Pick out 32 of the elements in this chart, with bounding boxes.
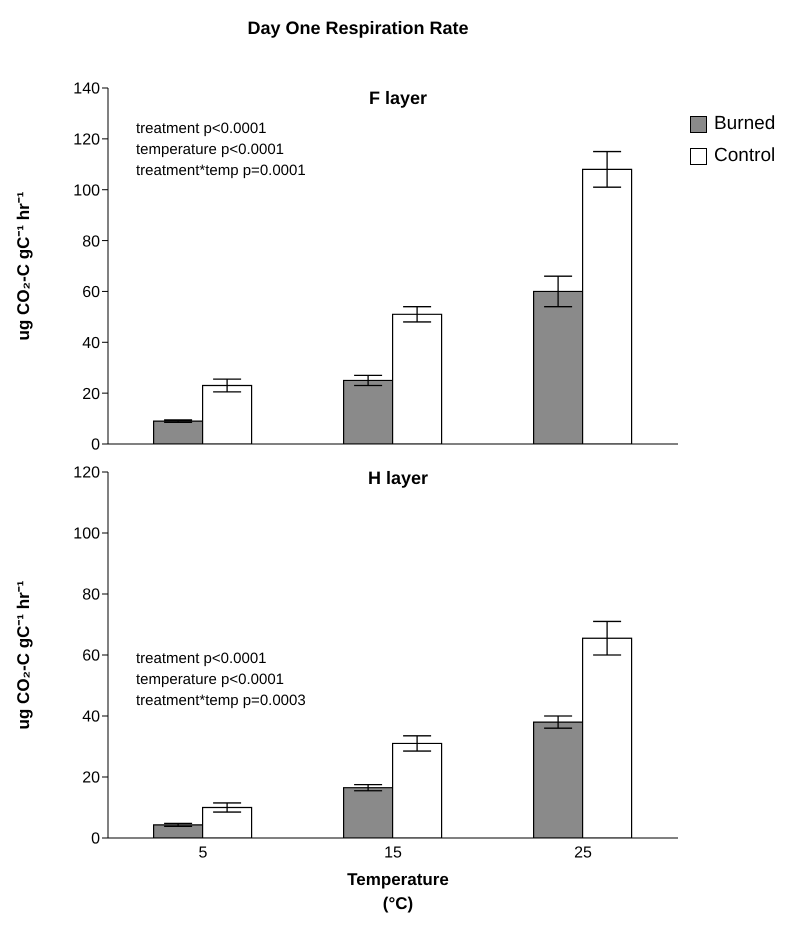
legend-label: Burned bbox=[714, 112, 776, 136]
y-tick-label: 120 bbox=[73, 464, 100, 482]
y-tick-label: 80 bbox=[82, 586, 100, 604]
y-tick-label: 140 bbox=[73, 80, 100, 98]
y-tick-label: 0 bbox=[91, 830, 100, 848]
y-tick-label: 60 bbox=[82, 284, 100, 302]
annotation: treatment p<0.0001 bbox=[136, 119, 268, 139]
annotation: treatment*temp p=0.0001 bbox=[136, 161, 306, 181]
x-tick-label: 25 bbox=[574, 844, 592, 862]
y-axis-title: ug CO₂-C gC⁻¹ hr⁻¹ bbox=[14, 580, 34, 730]
x-tick-label: 5 bbox=[198, 844, 208, 862]
annotation: temperature p<0.0001 bbox=[136, 140, 286, 160]
y-tick-label: 100 bbox=[73, 182, 100, 200]
y-tick-label: 60 bbox=[82, 648, 100, 665]
annotation: treatment*temp p=0.0003 bbox=[136, 691, 306, 711]
chart-subtitle: F layer bbox=[368, 88, 428, 109]
y-tick-label: 40 bbox=[82, 708, 100, 726]
chart-subtitle: H layer bbox=[366, 468, 430, 489]
y-tick-label: 80 bbox=[82, 233, 100, 250]
legend-label: Control bbox=[714, 144, 776, 168]
y-tick-label: 100 bbox=[73, 526, 100, 543]
y-axis-title: ug CO₂-C gC⁻¹ hr⁻¹ bbox=[14, 191, 34, 340]
annotation: treatment p<0.0001 bbox=[136, 649, 268, 669]
y-tick-label: 40 bbox=[82, 334, 100, 352]
x-tick-label: 15 bbox=[384, 844, 402, 862]
chart-title: Day One Respiration Rate bbox=[246, 17, 470, 40]
x-axis-title: Temperature (°C) bbox=[346, 869, 450, 915]
y-tick-label: 20 bbox=[82, 386, 100, 403]
y-tick-label: 0 bbox=[91, 436, 100, 454]
y-tick-label: 120 bbox=[73, 132, 100, 149]
y-tick-label: 20 bbox=[82, 770, 100, 787]
annotation: temperature p<0.0001 bbox=[136, 670, 286, 690]
